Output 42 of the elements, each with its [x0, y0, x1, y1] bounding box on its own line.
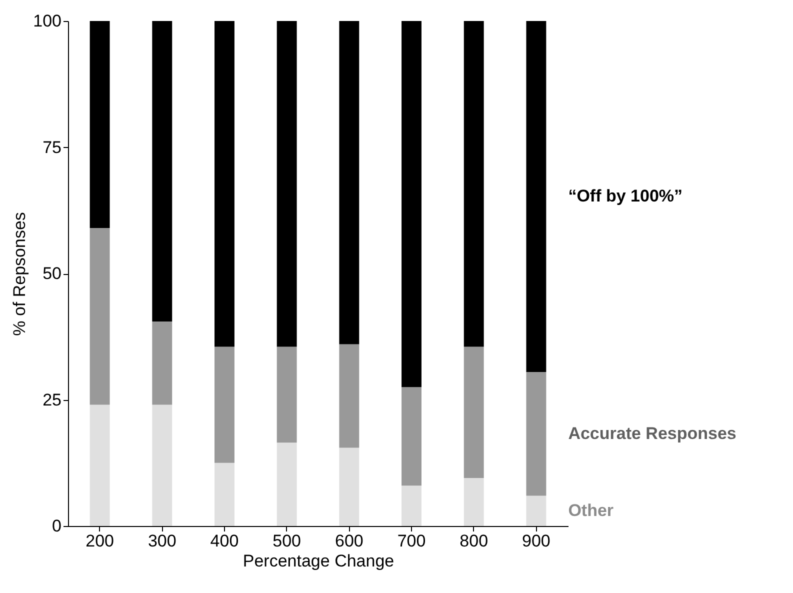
x-tick-label: 300: [148, 532, 176, 550]
x-tick-label: 700: [397, 532, 426, 550]
bar: [526, 496, 546, 526]
x-tick-label: 200: [86, 532, 114, 550]
x-tick-label: 900: [522, 532, 550, 550]
bar: [152, 404, 172, 526]
bar: [339, 448, 360, 526]
x-axis-title: Percentage Change: [242, 552, 394, 570]
bar: [214, 346, 234, 463]
bar: [276, 21, 297, 347]
series-label: Other: [568, 500, 614, 520]
bar: [464, 346, 484, 478]
bar: [276, 346, 297, 443]
bar: [214, 462, 234, 526]
bar: [339, 21, 360, 344]
bar: [464, 21, 484, 347]
bar: [90, 21, 110, 228]
bar: [152, 21, 172, 322]
x-tick-label: 400: [210, 532, 239, 550]
y-tick-label: 100: [33, 12, 62, 30]
bar: [90, 404, 110, 526]
bar: [402, 486, 422, 526]
bar: [526, 21, 546, 372]
y-tick-label: 75: [42, 138, 62, 157]
bar: [402, 387, 422, 486]
bar: [339, 344, 360, 448]
bar: [152, 321, 172, 405]
bar: [526, 372, 546, 496]
x-tick-label: 500: [272, 532, 302, 550]
bar: [464, 478, 484, 526]
bar: [276, 442, 297, 526]
bar: [402, 21, 422, 388]
y-tick-label: 25: [42, 390, 62, 410]
x-tick-label: 800: [460, 532, 488, 550]
y-axis-title: % of Repsonses: [10, 212, 30, 336]
bar: [90, 228, 110, 405]
y-tick-label: 0: [52, 516, 62, 536]
series-label: “Off by 100%”: [568, 186, 683, 206]
x-tick-label: 600: [334, 532, 364, 550]
bar: [214, 21, 234, 347]
series-label: Accurate Responses: [568, 424, 736, 443]
y-tick-label: 50: [42, 264, 62, 283]
